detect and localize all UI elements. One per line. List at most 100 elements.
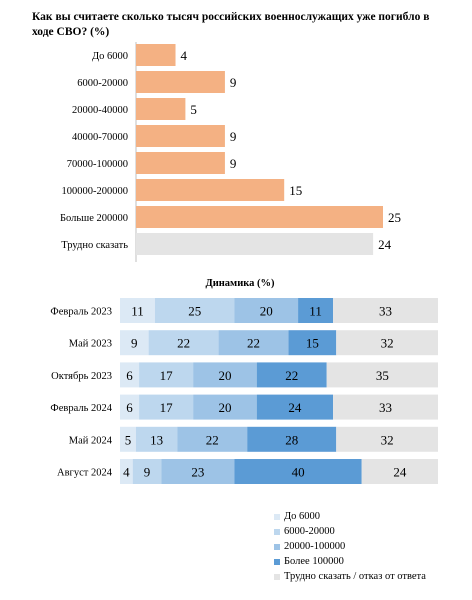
legend-label: 6000-20000	[284, 526, 335, 537]
segment	[256, 394, 334, 420]
category-label: Больше 200000	[60, 213, 128, 224]
legend-label: До 6000	[284, 511, 321, 522]
data-label: 20	[260, 304, 273, 319]
legend: До 6000 6000-20000 20000-100000 Более 10000…	[274, 509, 426, 584]
chart-title: Как вы считаете сколько тысяч российских…	[32, 11, 430, 38]
bar	[136, 233, 374, 255]
segment	[298, 298, 334, 323]
data-label: 15	[306, 336, 319, 351]
category-label: 6000-20000	[77, 78, 128, 89]
data-label: 17	[160, 400, 174, 415]
data-label: 24	[288, 400, 302, 415]
segment	[218, 330, 289, 356]
segment	[120, 394, 140, 420]
data-label: 15	[289, 183, 302, 198]
data-label: 20	[218, 400, 231, 415]
data-label: 24	[393, 465, 407, 480]
bar	[136, 206, 383, 228]
data-label: 35	[376, 368, 389, 383]
segment	[247, 426, 337, 452]
data-label: 33	[379, 400, 392, 415]
segment	[154, 298, 235, 323]
segment	[161, 459, 235, 484]
data-label: 22	[206, 432, 219, 447]
data-label: 40	[292, 465, 305, 480]
data-label: 25	[188, 304, 201, 319]
segment	[288, 330, 337, 356]
category-label: 100000-200000	[62, 186, 129, 197]
category-label: 70000-100000	[67, 159, 128, 170]
legend-swatch	[274, 558, 280, 565]
data-label: 28	[285, 432, 298, 447]
legend-item: До 6000	[274, 509, 426, 524]
bar	[136, 44, 176, 66]
category-label: 20000-40000	[72, 105, 128, 116]
data-label: 11	[309, 304, 322, 319]
data-label: 22	[285, 368, 298, 383]
legend-item: Более 100000	[274, 554, 426, 569]
bar	[136, 71, 225, 93]
data-label: 9	[230, 75, 237, 90]
category-label: Август 2024	[57, 468, 113, 479]
segment	[333, 394, 438, 420]
data-label: 5	[125, 432, 132, 447]
data-label: 9	[144, 465, 151, 480]
data-label: 9	[131, 336, 138, 351]
bar	[136, 125, 225, 147]
legend-label: Более 100000	[284, 556, 344, 567]
segment	[120, 426, 136, 452]
segment	[135, 426, 178, 452]
segment	[193, 394, 257, 420]
segment	[193, 362, 257, 388]
segment	[234, 459, 362, 484]
data-label: 13	[150, 432, 163, 447]
legend-item: 20000-100000	[274, 539, 426, 554]
legend-swatch	[274, 528, 280, 535]
data-label: 9	[230, 156, 237, 171]
data-label: 17	[160, 368, 174, 383]
data-label: 33	[379, 304, 392, 319]
segment	[148, 330, 219, 356]
bar	[136, 179, 285, 201]
data-label: 6	[126, 368, 133, 383]
data-label: 11	[131, 304, 144, 319]
category-label: Февраль 2023	[50, 307, 112, 318]
data-label: 32	[381, 336, 394, 351]
segment	[333, 298, 438, 323]
legend-swatch	[274, 543, 280, 550]
stacked-bar-chart-dynamics: Динамика (%) Февраль 2023 11 25 20 11 33 Май 20…	[50, 278, 438, 484]
legend-label: 20000-100000	[284, 541, 346, 552]
category-label: До 6000	[92, 51, 128, 62]
data-label: 22	[177, 336, 190, 351]
category-label: Февраль 2024	[50, 403, 112, 414]
category-label: Май 2023	[69, 339, 112, 350]
category-label: 40000-70000	[72, 132, 128, 143]
data-label: 6	[126, 400, 133, 415]
bar	[136, 98, 186, 120]
category-label: Трудно сказать	[61, 240, 128, 251]
data-label: 25	[388, 210, 401, 225]
data-label: 23	[191, 465, 204, 480]
segment	[177, 426, 248, 452]
legend-item: Трудно сказать / отказ от ответа	[274, 569, 426, 584]
legend-swatch	[274, 513, 280, 520]
segment	[132, 459, 162, 484]
data-label: 5	[190, 102, 197, 117]
dynamics-title: Динамика (%)	[205, 278, 275, 289]
category-label: Октябрь 2023	[51, 371, 112, 382]
data-label: 4	[181, 48, 188, 63]
segment	[120, 362, 140, 388]
segment	[120, 459, 133, 484]
segment	[336, 426, 438, 452]
segment	[120, 330, 149, 356]
bar-chart-estimates: До 6000 4 6000-20000 9 20000-40000 5 40000-700…	[60, 42, 401, 262]
segment	[120, 298, 155, 323]
segment	[256, 362, 327, 388]
segment	[139, 362, 194, 388]
bar	[136, 152, 225, 174]
data-label: 9	[230, 129, 237, 144]
legend-swatch	[274, 573, 280, 580]
data-label: 4	[123, 465, 130, 480]
data-label: 22	[247, 336, 260, 351]
data-label: 32	[381, 432, 394, 447]
